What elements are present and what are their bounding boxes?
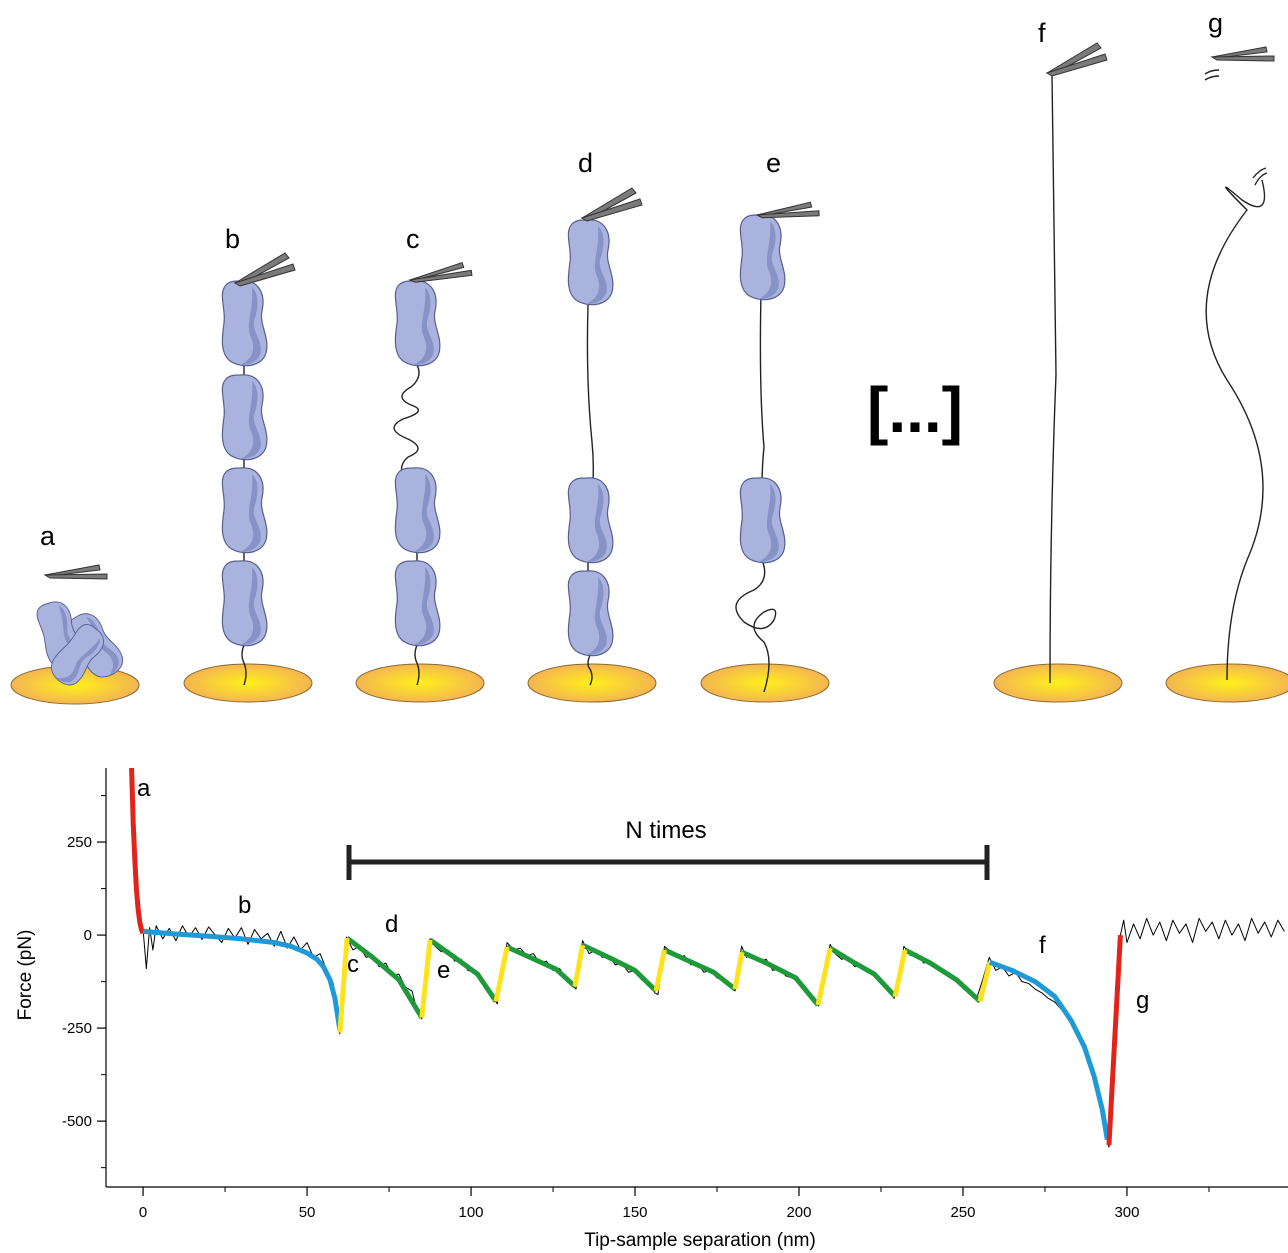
stage-label: c (406, 224, 420, 254)
surfaces (10, 663, 1288, 705)
x-axis-title: Tip-sample separation (nm) (584, 1230, 816, 1251)
x-tick-label: 250 (950, 1204, 975, 1221)
fit-curve (337, 937, 993, 1033)
ellipsis: [...] (867, 374, 963, 446)
annotation: e (437, 957, 450, 984)
x-tick-label: 0 (139, 1204, 147, 1221)
bracket: N times (346, 817, 990, 880)
annotation: f (1039, 932, 1046, 959)
fit-curve (1106, 934, 1123, 1146)
plot-area (129, 767, 1285, 1148)
fit-curve (989, 959, 1110, 1141)
annotation: b (238, 892, 251, 919)
bracket-label: N times (625, 817, 706, 844)
y-tick-label: 250 (67, 834, 92, 851)
x-tick-label: 300 (1114, 1204, 1139, 1221)
fit-curve (142, 928, 343, 1031)
annotation: d (385, 911, 398, 938)
annotation: g (1136, 987, 1149, 1014)
fit-curve (345, 936, 982, 1019)
chart: Tip-sample separation (nm) Force (pN) a … (15, 767, 1288, 1251)
stage-label: e (766, 148, 781, 178)
stage-label: g (1208, 8, 1223, 38)
y-tick-label: -250 (62, 1020, 92, 1037)
stage-label: d (578, 148, 593, 178)
stage-label: f (1038, 18, 1046, 48)
y-tick-label: -500 (62, 1113, 92, 1130)
annotation: a (137, 775, 151, 802)
annotation: c (347, 951, 359, 978)
x-tick-label: 50 (299, 1204, 316, 1221)
x-tick-label: 150 (622, 1204, 647, 1221)
fit-curve (129, 767, 146, 935)
y-tick-label: 0 (84, 927, 92, 944)
stage-label: a (40, 521, 56, 551)
stage-label: b (225, 224, 240, 254)
x-tick-label: 200 (786, 1204, 811, 1221)
diagram: a b c d e f g [...] (10, 8, 1288, 705)
x-tick-label: 100 (459, 1204, 484, 1221)
y-axis-title: Force (pN) (15, 930, 36, 1021)
stage-labels: a b c d e f g (40, 8, 1223, 551)
